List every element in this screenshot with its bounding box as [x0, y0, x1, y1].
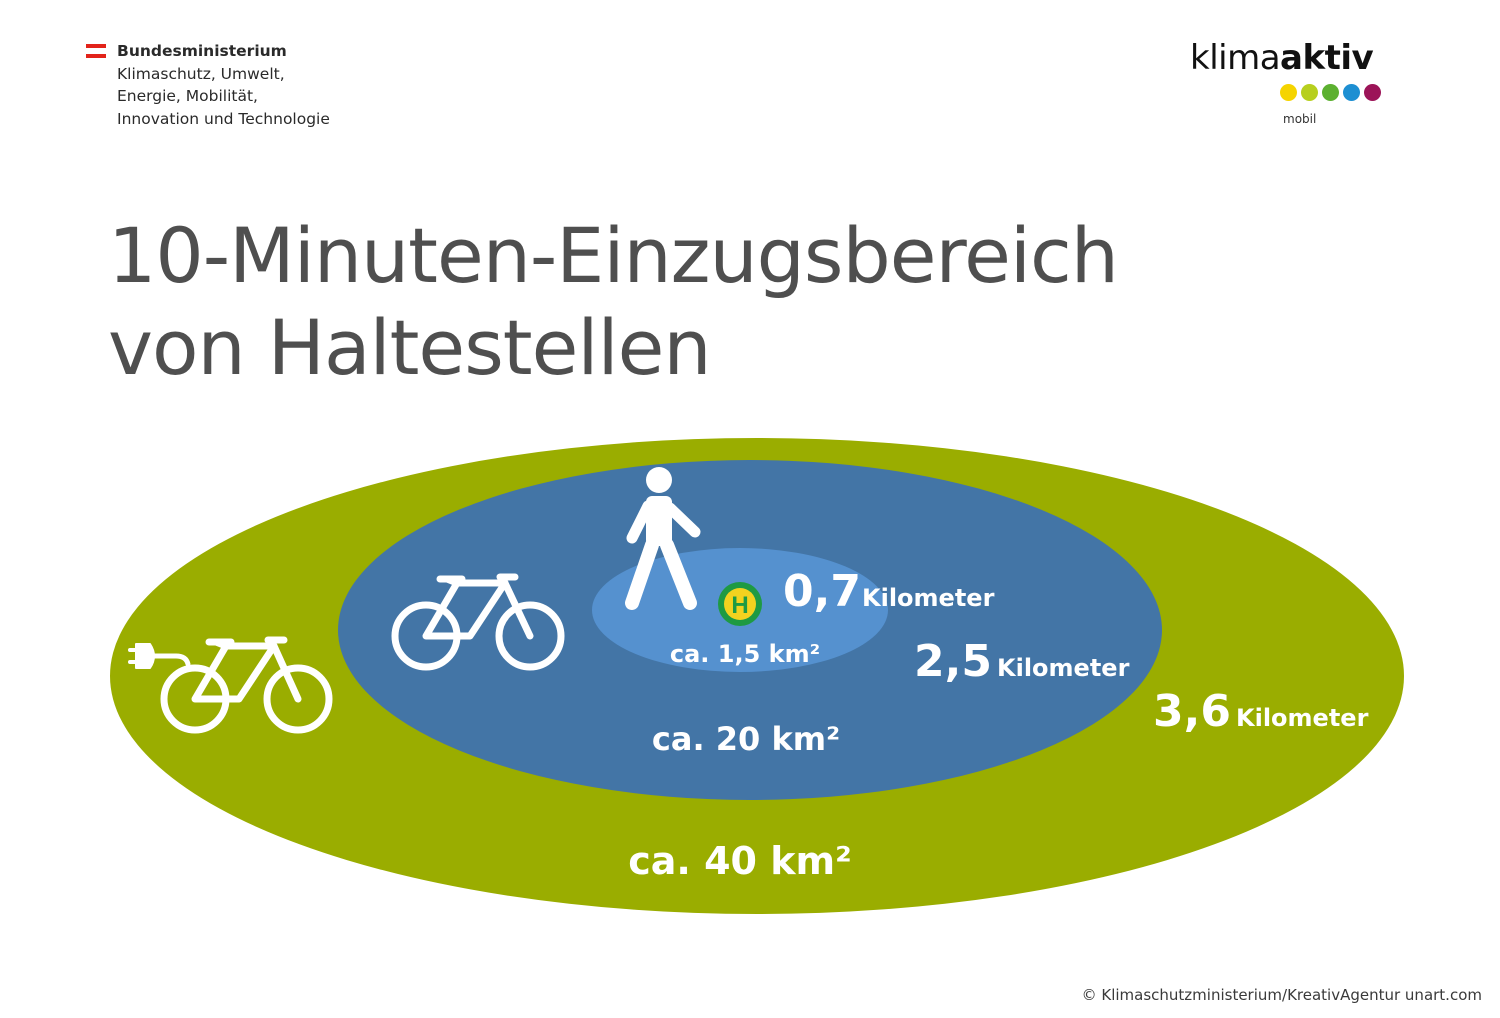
- ebike-area-label: ca. 40 km²: [628, 839, 851, 883]
- flag-stripe-middle: [86, 49, 106, 53]
- ministry-line-1: Bundesministerium: [117, 42, 287, 60]
- brand-dots: [1280, 84, 1381, 101]
- e-bike-icon: [128, 636, 333, 734]
- ministry-logo: Bundesministerium Klimaschutz, Umwelt, E…: [86, 40, 330, 130]
- brand-dot-blue: [1343, 84, 1360, 101]
- brand-dot-green: [1322, 84, 1339, 101]
- brand-dot-purple: [1364, 84, 1381, 101]
- brand-subtitle: mobil: [1283, 112, 1317, 126]
- walk-distance-value: 0,7: [783, 566, 861, 617]
- walk-distance-unit: Kilometer: [862, 584, 995, 612]
- austria-flag-icon: [86, 44, 106, 58]
- bus-stop-letter: H: [731, 592, 748, 619]
- bike-area-label: ca. 20 km²: [652, 720, 840, 758]
- bike-distance-unit: Kilometer: [997, 654, 1130, 682]
- ministry-line-3: Energie, Mobilität,: [117, 87, 258, 105]
- copyright-credit: © Klimaschutzministerium/KreativAgentur …: [1081, 986, 1482, 1004]
- ministry-line-2: Klimaschutz, Umwelt,: [117, 64, 285, 83]
- ebike-distance-value: 3,6: [1153, 686, 1231, 737]
- flag-stripe-top: [86, 44, 106, 48]
- ebike-distance-unit: Kilometer: [1236, 704, 1369, 732]
- bus-stop-icon: H: [718, 582, 762, 626]
- brand-dot-lime: [1301, 84, 1318, 101]
- bike-distance-value: 2,5: [914, 636, 992, 687]
- brand-dot-yellow: [1280, 84, 1297, 101]
- ministry-line-4: Innovation und Technologie: [117, 109, 330, 128]
- bicycle-icon: [391, 573, 565, 671]
- title-line-2: von Haltestellen: [108, 303, 712, 392]
- pedestrian-icon: [625, 467, 701, 610]
- page-title: 10-Minuten-Einzugsbereich von Haltestell…: [108, 210, 1119, 394]
- brand-word-klima: klima: [1190, 38, 1281, 78]
- klimaaktiv-logo: klimaaktiv mobil: [1190, 38, 1390, 126]
- title-line-1: 10-Minuten-Einzugsbereich: [108, 211, 1119, 300]
- walk-area-label: ca. 1,5 km²: [670, 640, 820, 668]
- brand-word-aktiv: aktiv: [1280, 38, 1374, 78]
- flag-stripe-bottom: [86, 54, 106, 58]
